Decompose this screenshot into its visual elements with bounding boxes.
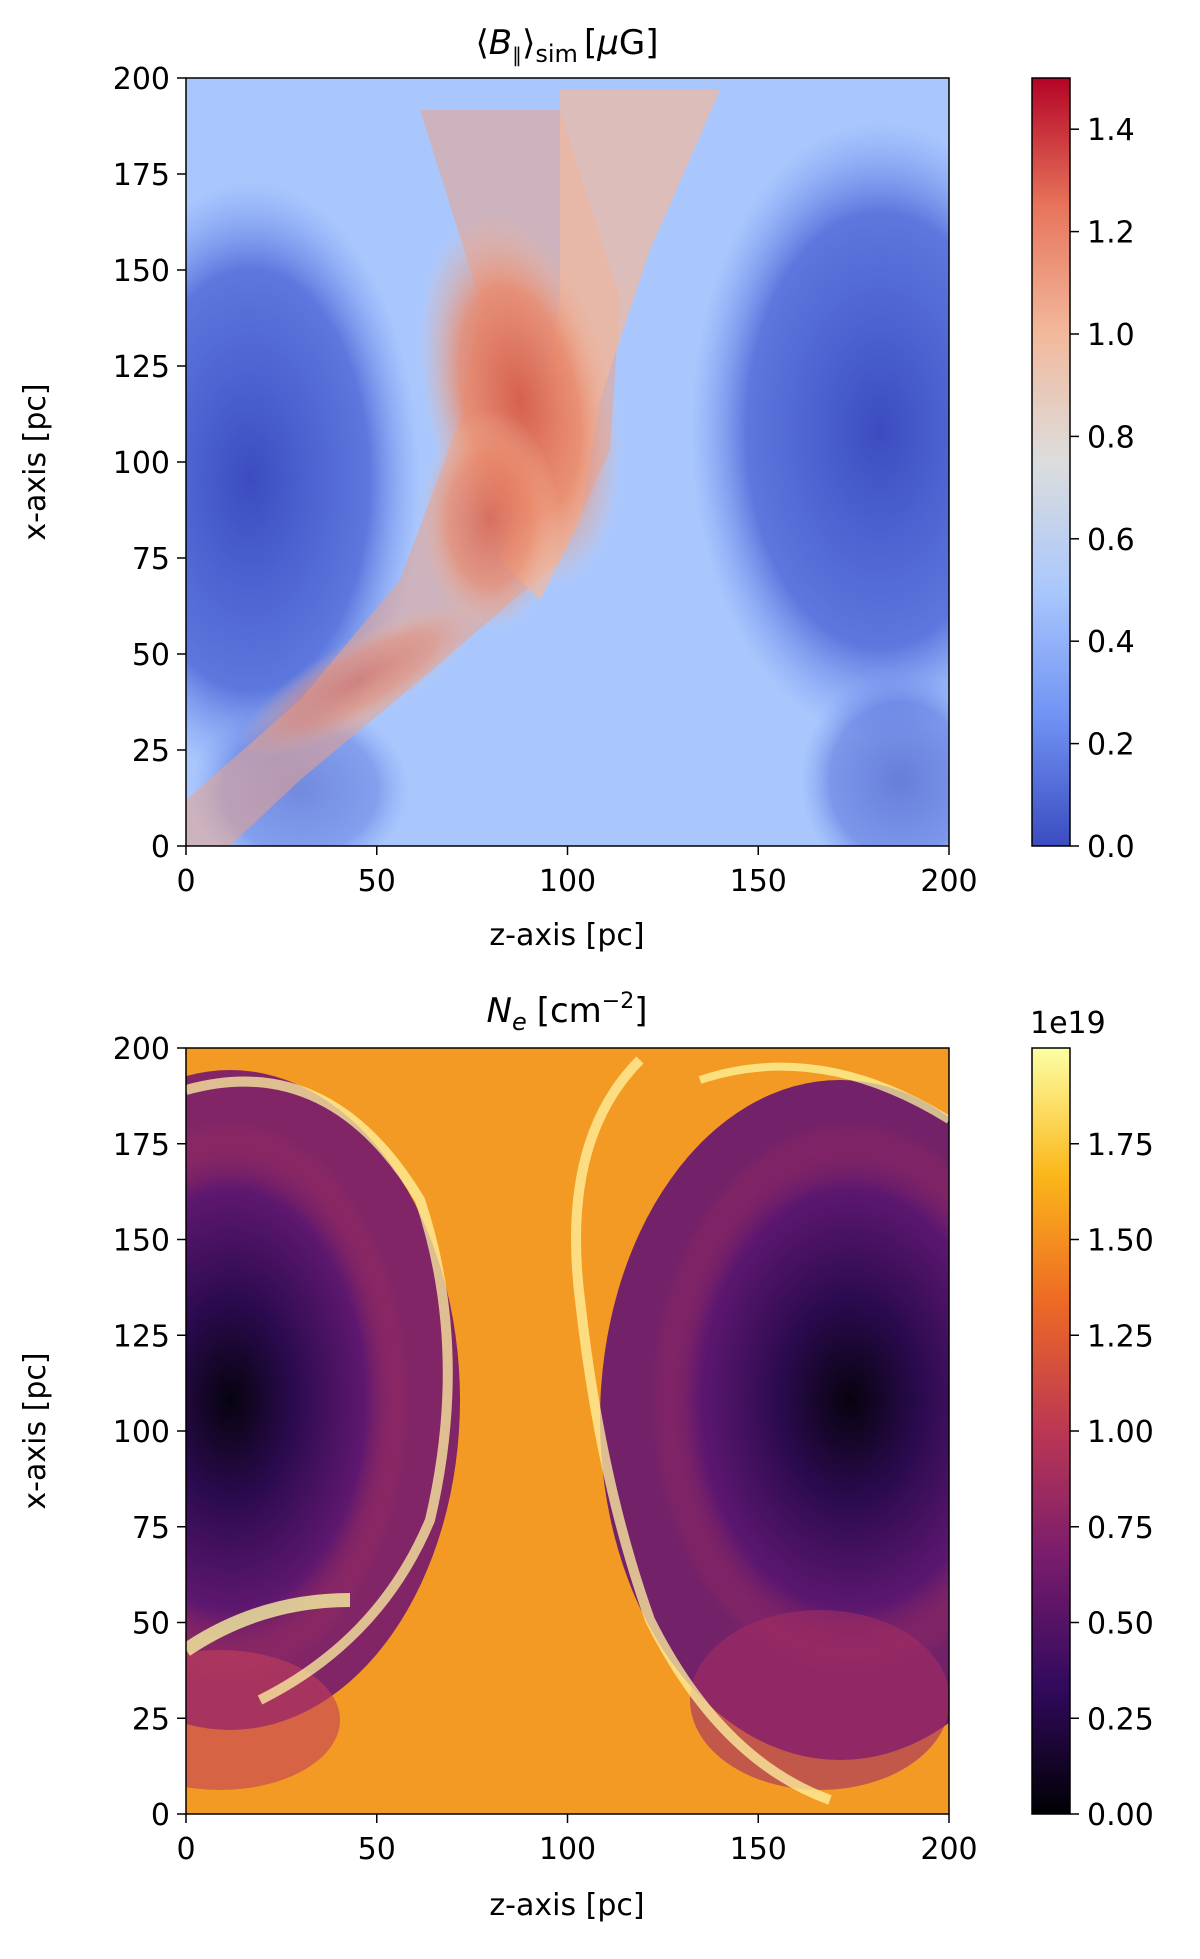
bottom-heatmap-image bbox=[186, 1048, 949, 1814]
y-tick-label: 50 bbox=[132, 638, 170, 673]
top-panel-title: ⟨B∥⟩sim [μG] bbox=[476, 23, 659, 68]
x-tick-label: 50 bbox=[358, 864, 396, 899]
colorbar-tick-label: 1.0 bbox=[1087, 318, 1135, 353]
bottom-colorbar-bar bbox=[1031, 1047, 1071, 1815]
y-tick-label: 50 bbox=[132, 1607, 170, 1642]
y-tick-label: 75 bbox=[132, 542, 170, 577]
top-x-axis: 0 50 100 150 200 bbox=[176, 846, 978, 899]
y-tick-label: 25 bbox=[132, 1702, 170, 1737]
y-tick-label: 125 bbox=[113, 350, 170, 385]
colorbar-tick-label: 0.2 bbox=[1087, 728, 1135, 763]
y-tick-label: 150 bbox=[113, 254, 170, 289]
y-tick-label: 150 bbox=[113, 1224, 170, 1259]
x-tick-label: 0 bbox=[176, 1832, 195, 1867]
y-tick-label: 200 bbox=[113, 1032, 170, 1067]
x-tick-label: 150 bbox=[730, 864, 787, 899]
x-tick-label: 100 bbox=[539, 1832, 596, 1867]
top-colorbar-ticks: 0.0 0.2 0.4 0.6 0.8 1.0 1.2 1.4 bbox=[1070, 113, 1135, 865]
bottom-colorbar-offset-text: 1e19 bbox=[1030, 1006, 1106, 1041]
top-colorbar-bar bbox=[1031, 77, 1071, 847]
y-tick-label: 0 bbox=[151, 1798, 170, 1833]
bottom-y-axis-label: x-axis [pc] bbox=[18, 1352, 53, 1509]
colorbar-tick-label: 0.4 bbox=[1087, 625, 1135, 660]
y-tick-label: 175 bbox=[113, 1128, 170, 1163]
colorbar-tick-label: 1.4 bbox=[1087, 113, 1135, 148]
y-tick-label: 75 bbox=[132, 1511, 170, 1546]
x-tick-label: 50 bbox=[358, 1832, 396, 1867]
x-tick-label: 0 bbox=[176, 864, 195, 899]
colorbar-tick-label: 1.2 bbox=[1087, 216, 1135, 251]
x-tick-label: 200 bbox=[920, 864, 977, 899]
colorbar-tick-label: 0.00 bbox=[1087, 1798, 1154, 1833]
top-y-axis-label: x-axis [pc] bbox=[18, 383, 53, 540]
y-tick-label: 200 bbox=[113, 62, 170, 97]
colorbar-tick-label: 1.75 bbox=[1087, 1128, 1154, 1163]
colorbar-tick-label: 1.25 bbox=[1087, 1319, 1154, 1354]
bottom-y-axis: 0 25 50 75 100 125 150 175 200 bbox=[113, 1032, 186, 1833]
y-tick-label: 0 bbox=[151, 830, 170, 865]
colorbar-tick-label: 1.50 bbox=[1087, 1224, 1154, 1259]
y-tick-label: 125 bbox=[113, 1319, 170, 1354]
colorbar-tick-label: 1.00 bbox=[1087, 1415, 1154, 1450]
top-heatmap-image bbox=[186, 78, 949, 846]
top-x-axis-label: z-axis [pc] bbox=[489, 918, 644, 953]
y-tick-label: 25 bbox=[132, 734, 170, 769]
x-tick-label: 100 bbox=[539, 864, 596, 899]
bottom-panel-title: Ne [cm−2] bbox=[487, 989, 648, 1036]
y-tick-label: 100 bbox=[113, 1415, 170, 1450]
bottom-colorbar: 0.00 0.25 0.50 0.75 1.00 1.25 1.50 1.75 1e19 bbox=[1030, 1006, 1154, 1833]
bottom-colorbar-ticks: 0.00 0.25 0.50 0.75 1.00 1.25 1.50 1.75 bbox=[1070, 1128, 1154, 1833]
bottom-panel: 0 50 100 150 200 0 25 50 75 100 125 150 175 200 z-ax… bbox=[18, 989, 1154, 1923]
y-tick-label: 175 bbox=[113, 158, 170, 193]
colorbar-tick-label: 0.75 bbox=[1087, 1511, 1154, 1546]
colorbar-tick-label: 0.0 bbox=[1087, 830, 1135, 865]
y-tick-label: 100 bbox=[113, 446, 170, 481]
bottom-x-axis: 0 50 100 150 200 bbox=[176, 1814, 978, 1867]
x-tick-label: 150 bbox=[730, 1832, 787, 1867]
bottom-x-axis-label: z-axis [pc] bbox=[489, 1888, 644, 1923]
x-tick-label: 200 bbox=[920, 1832, 977, 1867]
top-colorbar: 0.0 0.2 0.4 0.6 0.8 1.0 1.2 1.4 bbox=[1031, 77, 1135, 865]
colorbar-tick-label: 0.6 bbox=[1087, 523, 1135, 558]
top-panel: 0 50 100 150 200 0 25 50 75 100 125 150 175 200 z-ax… bbox=[18, 23, 1135, 953]
colorbar-tick-label: 0.50 bbox=[1087, 1607, 1154, 1642]
colorbar-tick-label: 0.8 bbox=[1087, 420, 1135, 455]
top-y-axis: 0 25 50 75 100 125 150 175 200 bbox=[113, 62, 186, 865]
colorbar-tick-label: 0.25 bbox=[1087, 1702, 1154, 1737]
